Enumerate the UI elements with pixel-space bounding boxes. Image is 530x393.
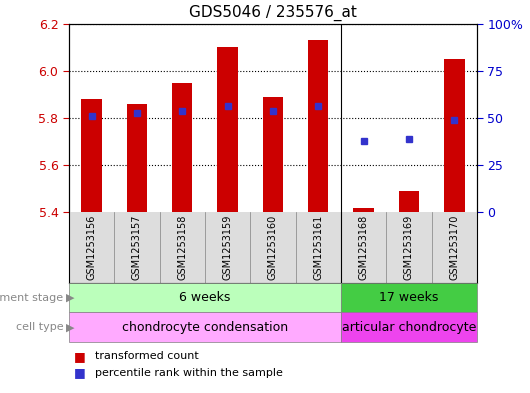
Text: chondrocyte condensation: chondrocyte condensation — [122, 321, 288, 334]
Text: GSM1253159: GSM1253159 — [223, 214, 233, 280]
Text: percentile rank within the sample: percentile rank within the sample — [95, 367, 283, 378]
Text: transformed count: transformed count — [95, 351, 199, 361]
Bar — [172, 83, 192, 212]
Text: GSM1253170: GSM1253170 — [449, 214, 460, 280]
Text: 17 weeks: 17 weeks — [379, 291, 439, 304]
Bar — [69, 283, 341, 312]
Bar — [341, 283, 477, 312]
Bar — [341, 312, 477, 342]
Text: GSM1253158: GSM1253158 — [177, 214, 187, 280]
Text: articular chondrocyte: articular chondrocyte — [342, 321, 476, 334]
Text: GSM1253157: GSM1253157 — [132, 214, 142, 280]
Text: GSM1253161: GSM1253161 — [313, 214, 323, 279]
Title: GDS5046 / 235576_at: GDS5046 / 235576_at — [189, 5, 357, 21]
Bar — [217, 47, 238, 212]
Text: 6 weeks: 6 weeks — [179, 291, 231, 304]
Text: cell type: cell type — [16, 322, 64, 332]
Bar — [308, 40, 329, 212]
Text: ■: ■ — [74, 349, 86, 363]
Text: ▶: ▶ — [66, 293, 75, 303]
Text: GSM1253168: GSM1253168 — [359, 214, 369, 279]
Bar — [69, 312, 341, 342]
Text: ▶: ▶ — [66, 322, 75, 332]
Text: ■: ■ — [74, 366, 86, 379]
Bar — [82, 99, 102, 212]
Bar — [263, 97, 283, 212]
Text: GSM1253160: GSM1253160 — [268, 214, 278, 279]
Bar — [399, 191, 419, 212]
Bar — [127, 104, 147, 212]
Text: GSM1253169: GSM1253169 — [404, 214, 414, 279]
Bar — [354, 208, 374, 212]
Text: development stage: development stage — [0, 293, 64, 303]
Bar — [444, 59, 464, 212]
Text: GSM1253156: GSM1253156 — [86, 214, 96, 280]
